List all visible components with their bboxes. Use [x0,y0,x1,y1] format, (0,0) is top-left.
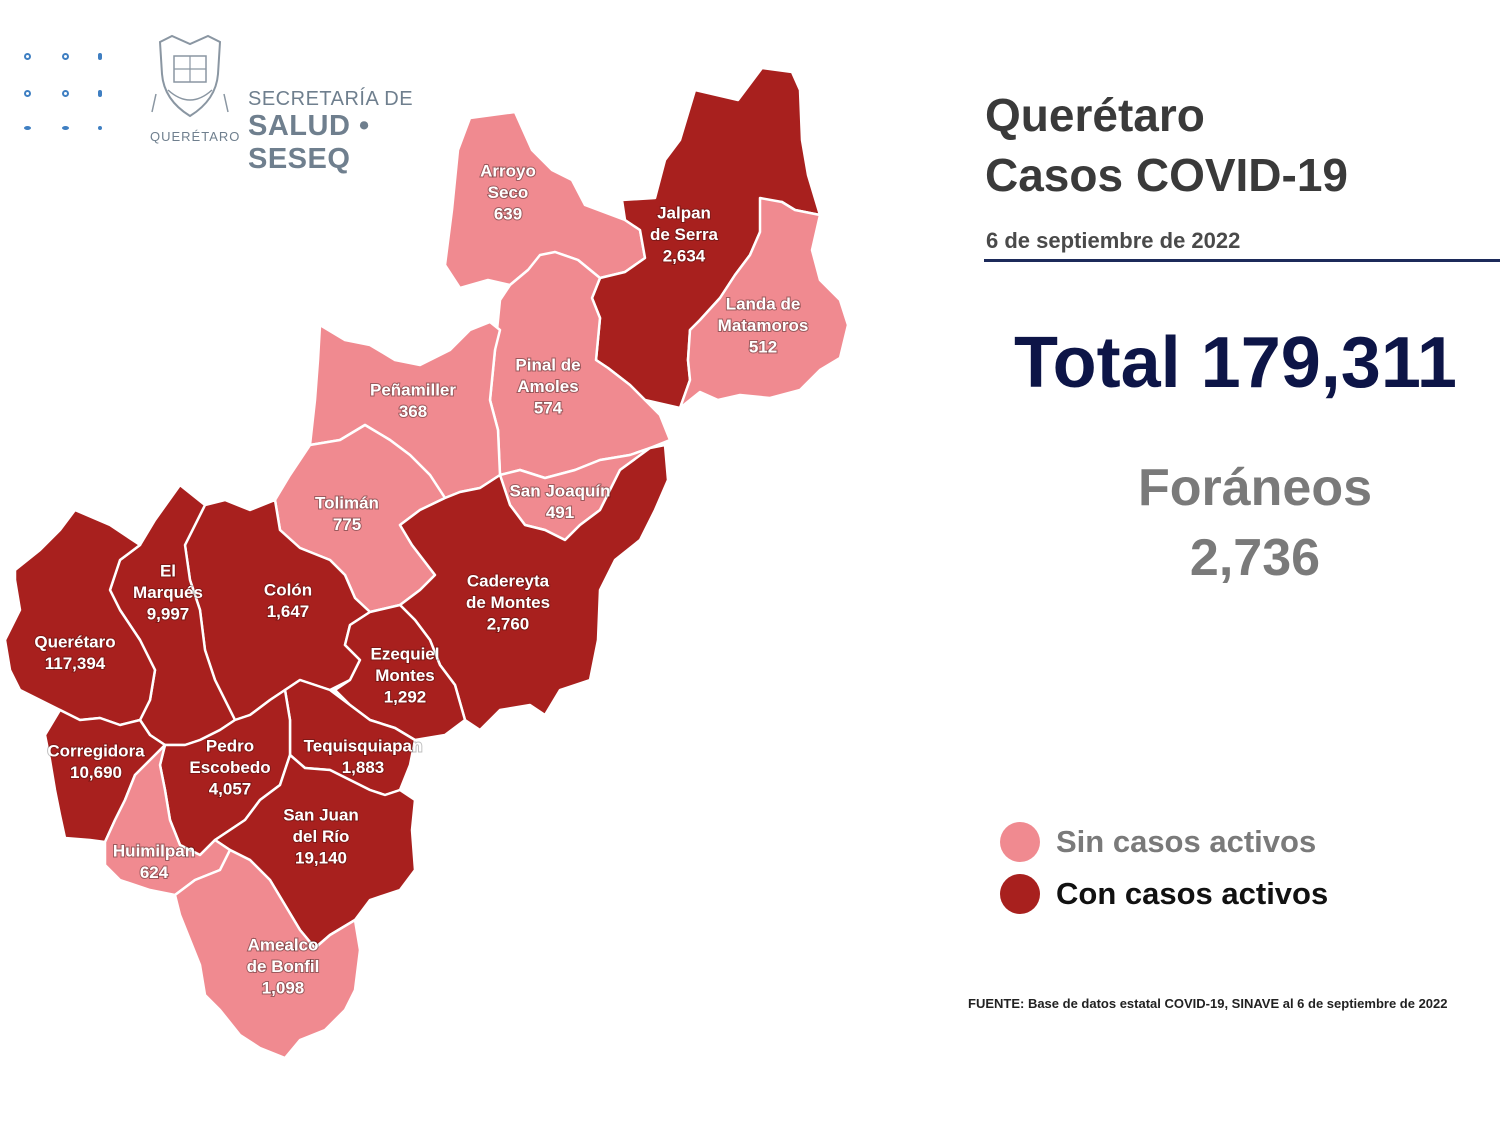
label-amealco: Amealco de Bonfil 1,098 [247,936,320,998]
label-san-joaquin: San Joaquín 491 [509,481,610,522]
total-cases: Total 179,311 [1014,323,1457,403]
foraneos-label: Foráneos [1137,459,1373,517]
label-toliman: Tolimán 775 [315,493,379,534]
page-title: Querétaro [985,89,1205,141]
label-landa: Landa de Matamoros 512 [718,295,809,357]
label-tequisquiapan: Tequisquiapan 1,883 [304,736,423,777]
legend-item-sin: Sin casos activos [1000,822,1316,862]
org-line2: SALUD • SESEQ [248,110,370,175]
decorative-dots [18,48,118,148]
label-corregidora: Corregidora 10,690 [47,741,145,782]
legend-item-con: Con casos activos [1000,874,1328,914]
foraneos-value: 2,736 [1189,529,1321,587]
page-subtitle: Casos COVID-19 [985,149,1349,201]
municipality-landa [678,196,850,410]
label-pedro-escobedo: Pedro Escobedo 4,057 [189,737,270,799]
label-el-marques: El Marqués 9,997 [133,562,203,624]
label-san-juan: San Juan del Río 19,140 [283,806,359,868]
org-state: QUERÉTARO [150,129,241,144]
label-cadereyta: Cadereyta de Montes 2,760 [466,572,550,634]
legend-swatch-sin [1000,822,1040,862]
state-crest-icon [151,34,229,118]
label-colon: Colón 1,647 [264,580,312,621]
legend-label-sin: Sin casos activos [1056,824,1317,859]
legend-swatch-con [1000,874,1040,914]
divider [984,259,1500,262]
label-pinal: Pinal de Amoles 574 [515,356,580,418]
org-line1: SECRETARÍA DE [248,88,414,110]
source-note: FUENTE: Base de datos estatal COVID-19, … [968,996,1448,1011]
label-jalpan: Jalpan de Serra 2,634 [650,204,719,266]
label-huimilpan: Huimilpan 624 [113,841,195,882]
legend-label-con: Con casos activos [1056,876,1329,911]
label-penamiller: Peñamiller 368 [370,380,456,421]
logo: SECRETARÍA DE SALUD • SESEQ QUERÉTARO [12,28,472,175]
label-queretaro: Querétaro 117,394 [34,632,115,673]
report-date: 6 de septiembre de 2022 [986,228,1241,253]
municipality-amealco [173,848,362,1060]
queretaro-map: Arroyo Seco 639 Jalpan de Serra 2,634 Landa de… [3,66,850,1060]
label-arroyo-seco: Arroyo Seco 639 [480,162,536,224]
label-ezequiel: Ezequiel Montes 1,292 [371,645,440,707]
